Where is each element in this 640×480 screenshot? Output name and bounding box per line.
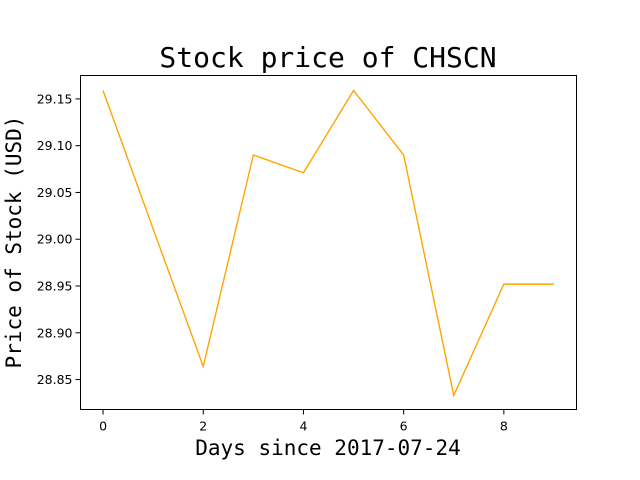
y-tick-label: 29.00	[37, 232, 73, 247]
x-tick-label: 6	[400, 419, 408, 434]
y-tick-label: 28.85	[37, 372, 73, 387]
chart-title: Stock price of CHSCN	[159, 41, 496, 74]
y-tick-label: 28.90	[37, 325, 73, 340]
y-tick-label: 29.05	[37, 185, 73, 200]
y-tick-label: 29.15	[37, 91, 73, 106]
price-series-line	[102, 89, 554, 398]
y-axis-label: Price of Stock (USD)	[2, 116, 26, 369]
x-tick-label: 8	[500, 419, 508, 434]
x-axis-label: Days since 2017-07-24	[195, 436, 461, 460]
x-tick-label: 0	[99, 419, 107, 434]
series-layer	[102, 89, 554, 398]
x-tick-label: 4	[299, 419, 307, 434]
plot-area	[80, 75, 577, 410]
y-tick-label: 29.10	[37, 138, 73, 153]
y-tick-label: 28.95	[37, 279, 73, 294]
x-tick-label: 2	[199, 419, 207, 434]
y-axis: 28.85 28.90 28.95 29.00 29.05 29.10 29.15	[37, 91, 81, 387]
x-axis: 0 2 4 6 8	[99, 409, 508, 434]
